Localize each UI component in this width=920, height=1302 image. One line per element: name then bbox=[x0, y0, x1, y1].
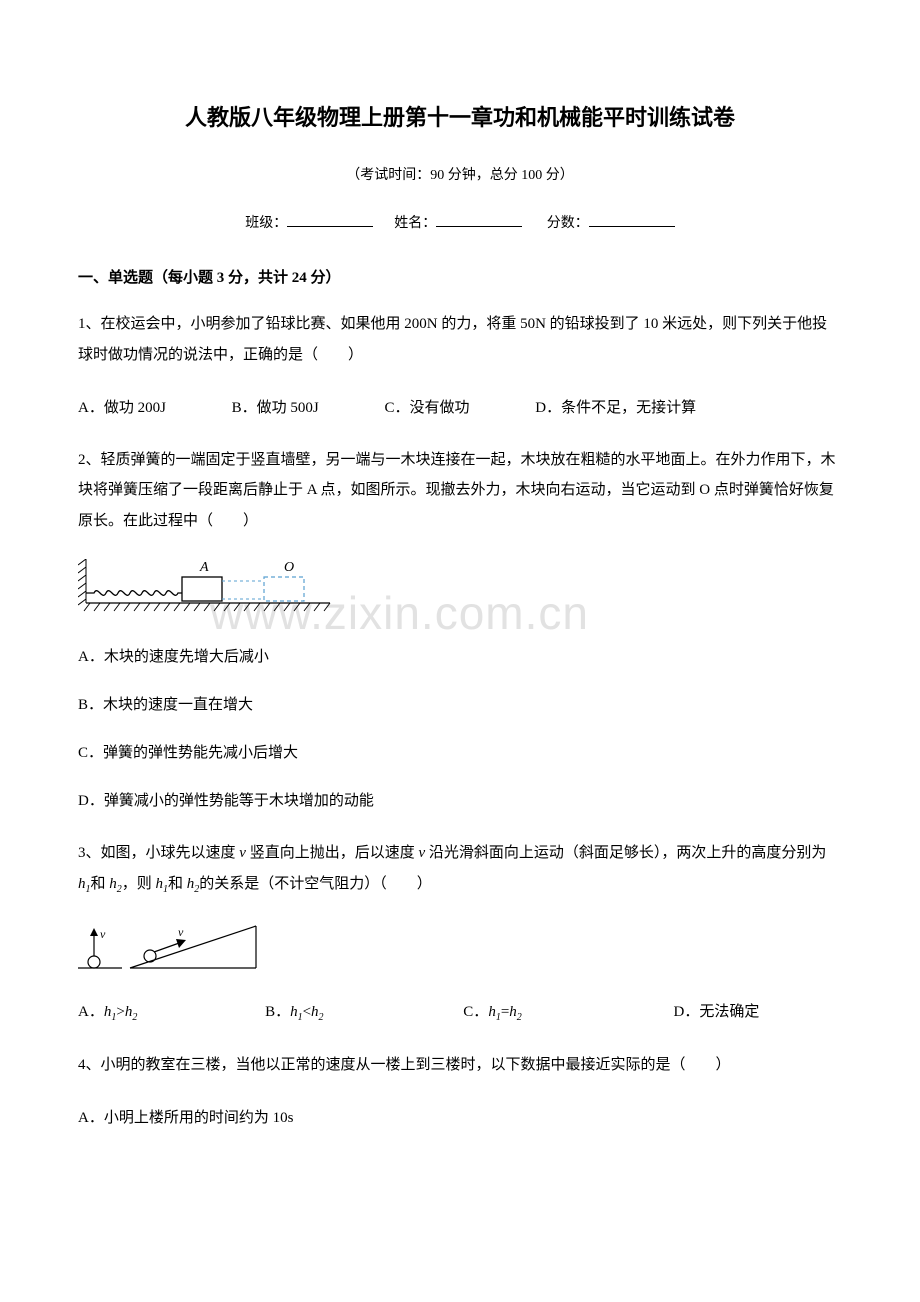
q3-b-h1: h bbox=[290, 1004, 298, 1020]
q3-b-s1: 1 bbox=[298, 1012, 303, 1023]
label-A: A bbox=[199, 560, 209, 575]
page-title: 人教版八年级物理上册第十一章功和机械能平时训练试卷 bbox=[78, 100, 842, 132]
q3-c-h1: h bbox=[488, 1004, 496, 1020]
exam-subtitle: （考试时间：90 分钟，总分 100 分） bbox=[78, 164, 842, 184]
q3-opt-a: A．h1>h2 bbox=[78, 997, 137, 1028]
score-blank bbox=[589, 213, 675, 227]
section-1-head: 一、单选题（每小题 3 分，共计 24 分） bbox=[78, 266, 842, 287]
q1-opt-c: C．没有做功 bbox=[385, 393, 470, 423]
q3-part1: 竖直向上抛出，后以速度 bbox=[246, 845, 419, 861]
q3-c-s1: 1 bbox=[496, 1012, 501, 1023]
question-4-options: A．小明上楼所用的时间约为 10s bbox=[78, 1103, 842, 1133]
svg-text:v: v bbox=[178, 925, 184, 939]
q3-part5: 和 bbox=[168, 876, 187, 892]
question-3-options: A．h1>h2 B．h1<h2 C．h1=h2 D．无法确定 bbox=[78, 997, 842, 1028]
q1-opt-b: B．做功 500J bbox=[232, 393, 319, 423]
q4-opt-a: A．小明上楼所用的时间约为 10s bbox=[78, 1103, 293, 1133]
q2-figure: A O bbox=[78, 559, 842, 620]
question-1: 1、在校运会中，小明参加了铅球比赛、如果他用 200N 的力，将重 50N 的铅… bbox=[78, 309, 842, 371]
q3-part3: 和 bbox=[91, 876, 110, 892]
q3-h2a: h bbox=[109, 876, 117, 892]
q3-c-s2: 2 bbox=[517, 1012, 522, 1023]
q3-c-h2: h bbox=[509, 1004, 517, 1020]
q3-c-pre: C． bbox=[463, 1004, 488, 1020]
q3-figure: v v bbox=[78, 922, 842, 979]
question-2: 2、轻质弹簧的一端固定于竖直墙壁，另一端与一木块连接在一起，木块放在粗糙的水平地… bbox=[78, 445, 842, 537]
q3-opt-c: C．h1=h2 bbox=[463, 997, 521, 1028]
question-4: 4、小明的教室在三楼，当他以正常的速度从一楼上到三楼时，以下数据中最接近实际的是… bbox=[78, 1050, 842, 1081]
q3-b-s2: 2 bbox=[319, 1012, 324, 1023]
info-line: 班级： 姓名： 分数： bbox=[78, 212, 842, 232]
question-3: 3、如图，小球先以速度 v 竖直向上抛出，后以速度 v 沿光滑斜面向上运动（斜面… bbox=[78, 838, 842, 900]
question-2-options: A．木块的速度先增大后减小 B．木块的速度一直在增大 C．弹簧的弹性势能先减小后… bbox=[78, 642, 842, 816]
q2-opt-c: C．弹簧的弹性势能先减小后增大 bbox=[78, 738, 842, 768]
q3-a-s1: 1 bbox=[111, 1012, 116, 1023]
name-label: 姓名： bbox=[394, 216, 436, 231]
q1-opt-d: D．条件不足，无接计算 bbox=[535, 393, 696, 423]
q3-b-pre: B． bbox=[265, 1004, 290, 1020]
score-label: 分数： bbox=[547, 216, 589, 231]
ball-diagram: v v bbox=[78, 922, 268, 974]
svg-text:v: v bbox=[100, 927, 106, 941]
name-blank bbox=[436, 213, 522, 227]
q3-a-s2: 2 bbox=[132, 1012, 137, 1023]
q3-a-pre: A． bbox=[78, 1004, 104, 1020]
q2-opt-a: A．木块的速度先增大后减小 bbox=[78, 642, 842, 672]
class-blank bbox=[287, 213, 373, 227]
spring-diagram: A O bbox=[78, 559, 338, 615]
q3-v1: v bbox=[239, 845, 246, 861]
q3-h1b: h bbox=[156, 876, 164, 892]
q3-part2: 沿光滑斜面向上运动（斜面足够长），两次上升的高度分别为 bbox=[425, 845, 826, 861]
label-O: O bbox=[284, 560, 294, 575]
class-label: 班级： bbox=[245, 216, 287, 231]
q3-h1a: h bbox=[78, 876, 86, 892]
q2-opt-b: B．木块的速度一直在增大 bbox=[78, 690, 842, 720]
q2-opt-d: D．弹簧减小的弹性势能等于木块增加的动能 bbox=[78, 786, 842, 816]
q3-part0: 3、如图，小球先以速度 bbox=[78, 845, 239, 861]
page-content: 人教版八年级物理上册第十一章功和机械能平时训练试卷 （考试时间：90 分钟，总分… bbox=[78, 100, 842, 1133]
q3-b-h2: h bbox=[311, 1004, 319, 1020]
q3-opt-d: D．无法确定 bbox=[674, 997, 760, 1027]
q3-opt-b: B．h1<h2 bbox=[265, 997, 323, 1028]
q1-opt-a: A．做功 200J bbox=[78, 393, 166, 423]
q3-part4: ，则 bbox=[122, 876, 156, 892]
question-1-options: A．做功 200J B．做功 500J C．没有做功 D．条件不足，无接计算 bbox=[78, 393, 842, 423]
q3-part6: 的关系是（不计空气阻力）（ ） bbox=[199, 876, 432, 892]
